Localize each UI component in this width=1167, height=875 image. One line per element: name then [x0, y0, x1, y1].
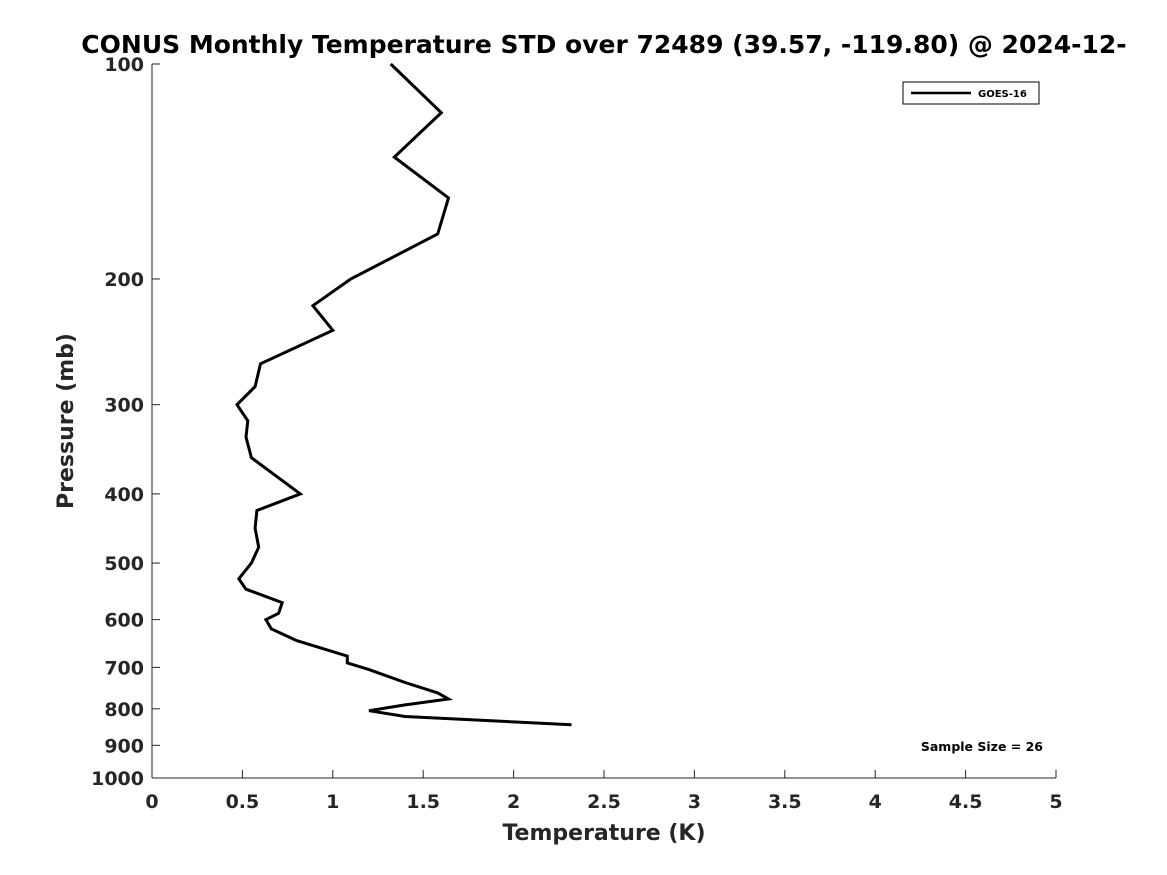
y-tick-label: 400	[104, 484, 144, 506]
sample-size-annotation: Sample Size = 26	[921, 739, 1043, 754]
y-tick-label: 700	[104, 657, 144, 679]
plot-area	[151, 64, 1056, 779]
x-axis: 0 0.5 1 1.5 2 2.5 3 3.5 4 4.5 5	[145, 770, 1063, 813]
y-tick-label: 600	[104, 610, 144, 632]
x-tick-label: 5	[1049, 791, 1062, 813]
x-tick-label: 2.5	[587, 791, 621, 813]
y-tick-label: 300	[104, 395, 144, 417]
y-tick-label: 800	[104, 699, 144, 721]
chart-title: CONUS Monthly Temperature STD over 72489…	[81, 30, 1126, 59]
legend: GOES-16	[902, 81, 1040, 105]
x-tick-label: 4.5	[949, 791, 983, 813]
y-tick-label: 1000	[91, 768, 144, 790]
x-tick-label: 0.5	[226, 791, 260, 813]
x-tick-label: 1.5	[406, 791, 440, 813]
x-tick-label: 4	[869, 791, 882, 813]
y-tick-label: 900	[104, 735, 144, 757]
series-line-goes-16	[235, 62, 572, 727]
y-axis: 100 200 300 400 500 600 700 800 900 1000	[91, 54, 160, 790]
y-tick-label: 100	[104, 54, 144, 76]
y-tick-label: 500	[104, 553, 144, 575]
x-tick-label: 3	[688, 791, 701, 813]
legend-label-goes-16: GOES-16	[978, 89, 1027, 100]
x-tick-label: 2	[507, 791, 520, 813]
x-axis-label: Temperature (K)	[502, 821, 705, 846]
series-layer	[235, 62, 572, 727]
y-tick-label: 200	[104, 269, 144, 291]
x-tick-label: 1	[326, 791, 339, 813]
x-tick-label: 3.5	[768, 791, 802, 813]
y-axis-label: Pressure (mb)	[54, 333, 79, 509]
x-tick-label: 0	[145, 791, 158, 813]
